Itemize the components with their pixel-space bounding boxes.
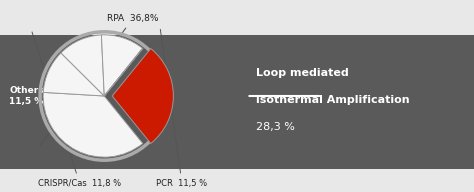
Text: Loop mediated: Loop mediated (256, 68, 349, 78)
Text: isothermal Amplification: isothermal Amplification (256, 95, 410, 105)
Text: Others
11,5 %: Others 11,5 % (9, 86, 44, 106)
Bar (0, 35, 474, 169)
Wedge shape (43, 92, 143, 157)
Wedge shape (104, 48, 143, 96)
Text: RPA  36,8%: RPA 36,8% (40, 14, 158, 146)
Text: PCR  11,5 %: PCR 11,5 % (156, 29, 208, 188)
Wedge shape (101, 35, 143, 96)
Text: CRISPR/Cas  11,8 %: CRISPR/Cas 11,8 % (32, 32, 121, 188)
Wedge shape (43, 53, 104, 96)
Text: 28,3 %: 28,3 % (256, 122, 295, 132)
Wedge shape (112, 49, 173, 143)
Wedge shape (61, 35, 104, 96)
